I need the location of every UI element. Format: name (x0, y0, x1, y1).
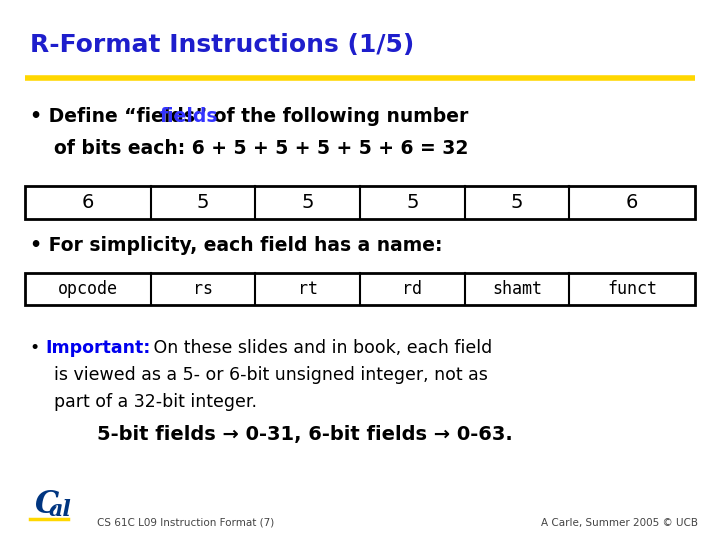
Text: R-Format Instructions (1/5): R-Format Instructions (1/5) (30, 33, 415, 57)
Text: CS 61C L09 Instruction Format (7): CS 61C L09 Instruction Format (7) (97, 518, 274, 528)
Text: is viewed as a 5- or 6-bit unsigned integer, not as: is viewed as a 5- or 6-bit unsigned inte… (54, 366, 488, 384)
Text: • Define “fields” of the following number: • Define “fields” of the following numbe… (30, 106, 469, 126)
Text: 6: 6 (82, 193, 94, 212)
Text: rs: rs (193, 280, 213, 298)
Text: rt: rt (297, 280, 318, 298)
Text: On these slides and in book, each field: On these slides and in book, each field (148, 339, 492, 357)
Text: rd: rd (402, 280, 423, 298)
Text: 5: 5 (302, 193, 314, 212)
Text: part of a 32-bit integer.: part of a 32-bit integer. (54, 393, 257, 411)
Text: A Carle, Summer 2005 © UCB: A Carle, Summer 2005 © UCB (541, 518, 698, 528)
Text: funct: funct (607, 280, 657, 298)
Text: 5: 5 (197, 193, 210, 212)
Text: Important:: Important: (45, 339, 150, 357)
Text: •: • (30, 339, 46, 357)
FancyBboxPatch shape (25, 273, 695, 305)
Text: shamt: shamt (492, 280, 542, 298)
Text: al: al (49, 500, 72, 521)
Text: C: C (35, 489, 59, 521)
Text: 6: 6 (626, 193, 638, 212)
Text: 5-bit fields → 0-31, 6-bit fields → 0-63.: 5-bit fields → 0-31, 6-bit fields → 0-63… (97, 425, 513, 444)
Text: 5: 5 (510, 193, 523, 212)
Text: of bits each: 6 + 5 + 5 + 5 + 5 + 6 = 32: of bits each: 6 + 5 + 5 + 5 + 5 + 6 = 32 (54, 139, 469, 158)
Text: opcode: opcode (58, 280, 118, 298)
Text: • For simplicity, each field has a name:: • For simplicity, each field has a name: (30, 236, 443, 255)
Text: fields: fields (160, 106, 218, 126)
FancyBboxPatch shape (25, 186, 695, 219)
Text: 5: 5 (406, 193, 418, 212)
